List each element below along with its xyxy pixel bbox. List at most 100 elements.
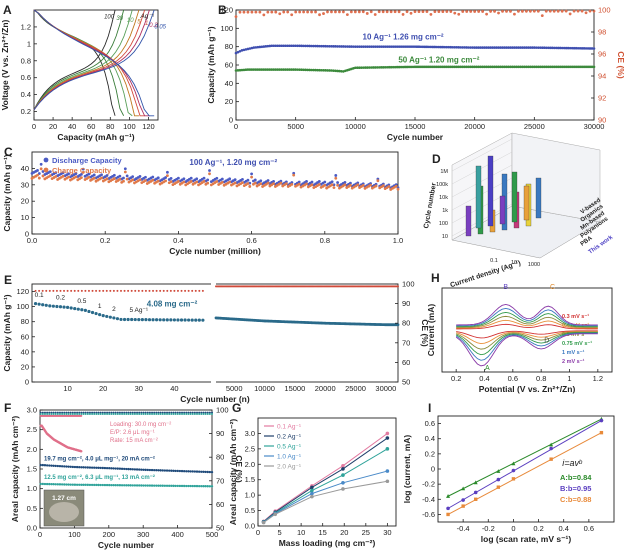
- capacity-point: [67, 175, 70, 179]
- capacity-point: [78, 465, 81, 469]
- capacity-point: [457, 65, 461, 69]
- capacity-point: [292, 44, 295, 48]
- ce-point: [61, 413, 64, 416]
- discharge-curve: [33, 9, 155, 117]
- capacity-point: [332, 45, 335, 48]
- ce-point: [125, 411, 128, 414]
- capacity-point: [433, 45, 437, 49]
- y-tick-label: 0: [431, 465, 435, 474]
- capacity-point: [200, 470, 203, 473]
- capacity-point: [537, 65, 540, 69]
- y-tick-label: 0.8: [21, 56, 31, 65]
- x-axis-label: log (scan rate, mV s⁻¹): [481, 534, 572, 544]
- x-tick-label: 5000: [287, 122, 304, 131]
- capacity-point: [284, 44, 288, 48]
- ce-point: [524, 9, 528, 13]
- capacity-point: [105, 466, 109, 470]
- y2-axis-label: CE (%): [616, 51, 624, 79]
- capacity-point: [305, 182, 308, 186]
- ce-point: [170, 413, 173, 416]
- ce-point: [517, 9, 520, 13]
- ce-point: [174, 413, 177, 416]
- capacity-point: [125, 174, 129, 178]
- ce-point: [138, 411, 141, 414]
- ce-point: [417, 10, 421, 14]
- x-tick-label: 100: [68, 530, 81, 539]
- capacity-point: [346, 45, 349, 48]
- capacity-point: [503, 46, 506, 49]
- capacity-point: [423, 65, 427, 69]
- capacity-point: [360, 45, 363, 48]
- ce-point: [584, 11, 588, 15]
- ce-point: [576, 9, 580, 13]
- capacity-point: [65, 483, 68, 486]
- data-point: [511, 477, 516, 481]
- capacity-point: [206, 181, 210, 185]
- ce-point: [157, 411, 160, 414]
- capacity-point: [67, 172, 70, 176]
- x-tick-label: 0.4: [479, 374, 489, 383]
- capacity-point: [360, 66, 363, 69]
- legend-label: A:b=0.84: [560, 473, 592, 482]
- capacity-point: [334, 174, 338, 177]
- capacity-point: [558, 65, 562, 69]
- capacity-point: [531, 46, 534, 49]
- panel-letter-D: D: [432, 152, 441, 166]
- capacity-point: [114, 467, 117, 470]
- panel-h-frame: [441, 287, 613, 373]
- capacity-point: [105, 314, 109, 319]
- capacity-point: [93, 483, 96, 487]
- capacity-point: [244, 48, 248, 51]
- ce-point: [140, 413, 143, 416]
- capacity-point: [314, 68, 317, 72]
- capacity-point: [54, 483, 57, 486]
- data-point: [511, 461, 516, 466]
- capacity-point: [425, 65, 429, 69]
- ce-point: [159, 411, 162, 414]
- ce-point: [246, 10, 250, 14]
- capacity-point: [580, 47, 584, 50]
- ce-point: [146, 413, 149, 416]
- panel-f-right-axis: 50 60 70 80 90 100 CE (%): [209, 406, 244, 533]
- capacity-point: [148, 484, 152, 487]
- capacity-point: [447, 45, 451, 49]
- capacity-point: [326, 44, 329, 48]
- capacity-point: [260, 68, 264, 71]
- panel-b-axes: 0 5000 10000 15000 20000 25000 30000 0 20 40 60 80 1…: [206, 6, 604, 143]
- capacity-point: [387, 45, 391, 48]
- capacity-point: [272, 44, 276, 48]
- ce-point: [131, 413, 134, 416]
- capacity-point: [254, 46, 258, 49]
- y-tick-label: 3.0: [27, 406, 37, 415]
- capacity-point: [304, 68, 307, 72]
- capacity-point: [88, 483, 92, 487]
- capacity-point: [69, 465, 72, 469]
- capacity-point: [590, 47, 594, 50]
- capacity-point: [365, 45, 369, 48]
- capacity-point: [374, 184, 378, 188]
- y-axis-label: Areal capacity (mAh cm⁻²): [228, 419, 238, 526]
- ce-point: [353, 10, 357, 14]
- capacity-point: [302, 68, 305, 72]
- capacity-point: [152, 468, 156, 472]
- capacity-point: [242, 48, 246, 52]
- grid-line: [451, 138, 513, 172]
- inset-label: 1.27 cm: [52, 495, 76, 502]
- bar: [523, 185, 530, 221]
- capacity-point: [151, 178, 155, 182]
- capacity-point: [201, 318, 205, 322]
- capacity-point: [87, 176, 91, 179]
- ce-point: [176, 411, 179, 414]
- capacity-point: [282, 44, 286, 48]
- capacity-point: [118, 177, 122, 181]
- capacity-point: [33, 302, 38, 306]
- y-tick-label: 1.5: [27, 465, 37, 474]
- capacity-point: [540, 46, 544, 50]
- capacity-point: [172, 318, 176, 322]
- panel-i-axes: -0.4 -0.2 0 0.2 0.4 0.6 -0.6 -0.4 -0.2 0 0.2 0.4 0.6…: [402, 415, 615, 544]
- ce-point: [322, 12, 325, 15]
- ce-point: [80, 411, 83, 414]
- capacity-point: [457, 46, 461, 49]
- ce-point: [43, 413, 46, 416]
- legend-label: B:b=0.95: [560, 484, 591, 493]
